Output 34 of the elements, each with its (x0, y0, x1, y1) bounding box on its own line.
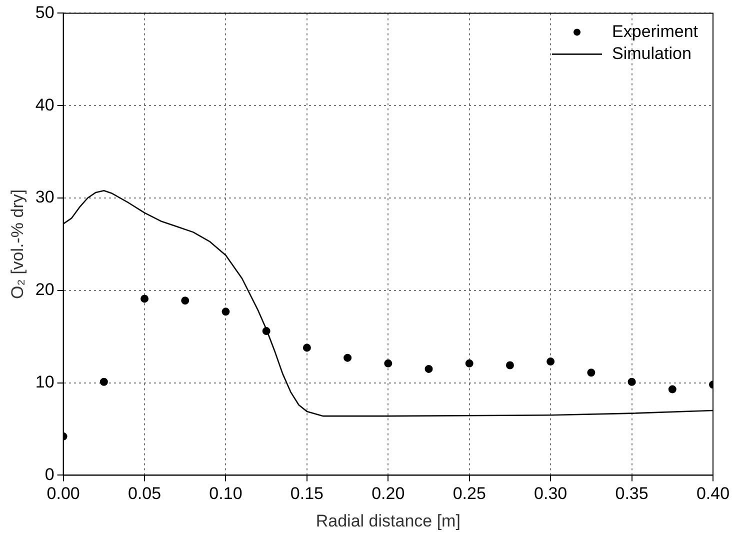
point (262, 327, 270, 336)
point (546, 358, 555, 366)
point (465, 359, 474, 368)
x-axis-title: Radial distance [m] (316, 511, 460, 530)
point (302, 344, 311, 352)
point (587, 368, 596, 377)
point (628, 378, 636, 386)
y-axis-title: O₂ [vol.-% dry] (8, 189, 27, 299)
legend-label: Experiment (612, 22, 698, 41)
point (344, 354, 352, 362)
point (506, 361, 514, 370)
y-tick-label: 50 (35, 2, 54, 22)
x-tick-label: 0.05 (128, 484, 162, 504)
point (181, 296, 190, 305)
x-tick-label: 0.10 (209, 484, 242, 504)
x-tick-label: 0.20 (372, 484, 405, 504)
y-tick-label: 10 (35, 372, 54, 392)
y-tick-label: 20 (35, 280, 54, 300)
x-tick-label: 0.00 (46, 484, 80, 504)
point (384, 359, 392, 368)
x-tick-label: 0.25 (452, 484, 486, 504)
point (140, 294, 149, 303)
x-tick-label: 0.40 (696, 484, 730, 504)
y-tick-label: 0 (44, 464, 54, 484)
point (100, 378, 108, 386)
x-tick-label: 0.15 (290, 484, 324, 504)
y-tick-label: 30 (35, 188, 54, 207)
y-tick-label: 40 (35, 95, 54, 114)
x-tick-label: 0.30 (534, 484, 568, 504)
point (424, 364, 433, 373)
point (668, 385, 676, 394)
x-tick-label: 0.35 (615, 484, 648, 504)
point (222, 308, 230, 316)
legend-label: Simulation (612, 44, 692, 63)
